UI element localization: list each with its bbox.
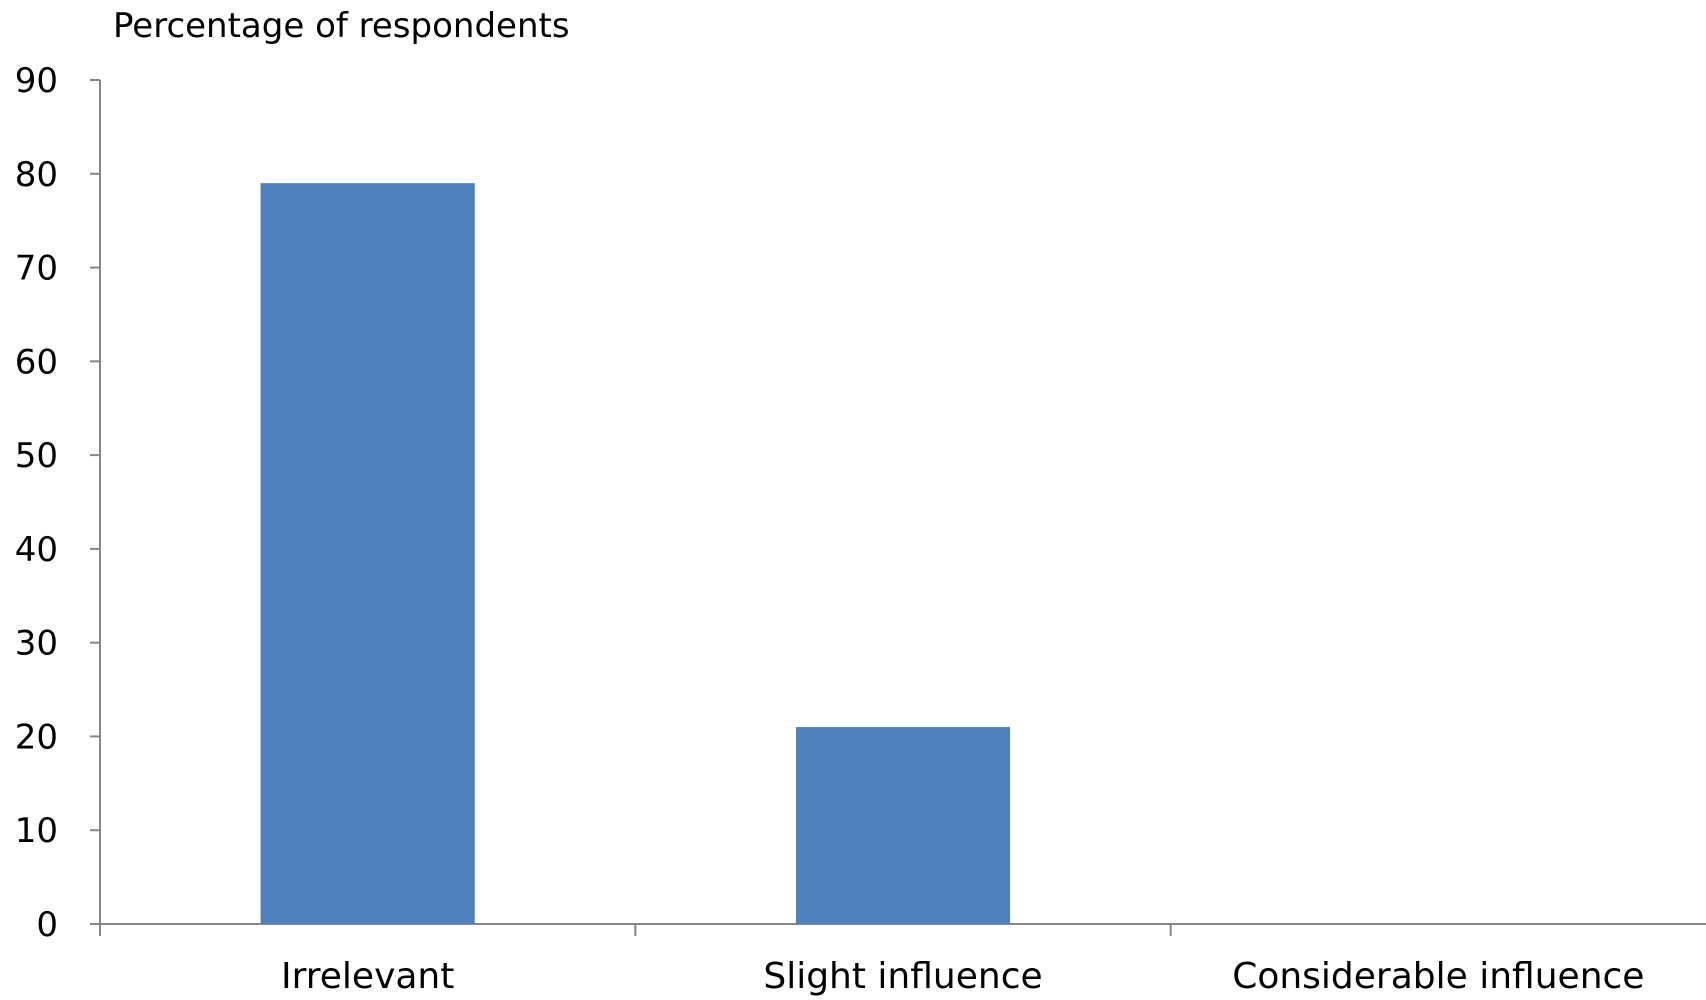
bar	[795, 727, 1011, 924]
x-category-label: Considerable influence	[1232, 956, 1644, 997]
y-tick-label: 40	[15, 530, 58, 570]
bar	[260, 183, 475, 925]
y-tick-label: 70	[15, 249, 58, 289]
y-axis-title: Percentage of respondents	[113, 6, 570, 46]
y-tick-label: 60	[15, 342, 58, 382]
y-tick-label: 10	[15, 811, 58, 851]
y-tick-label: 50	[15, 436, 58, 476]
x-category-label: Irrelevant	[281, 956, 454, 997]
y-tick-label: 20	[15, 717, 58, 757]
y-tick-label: 80	[15, 155, 58, 195]
y-tick-label: 90	[15, 61, 58, 101]
plot-area: 0 10 20 30 40 50 60 70 80 90 Irrelevant Slight infl…	[15, 61, 1706, 997]
y-tick-label: 30	[15, 624, 58, 664]
x-category-label: Slight influence	[763, 956, 1042, 997]
y-tick-label: 0	[36, 905, 58, 945]
